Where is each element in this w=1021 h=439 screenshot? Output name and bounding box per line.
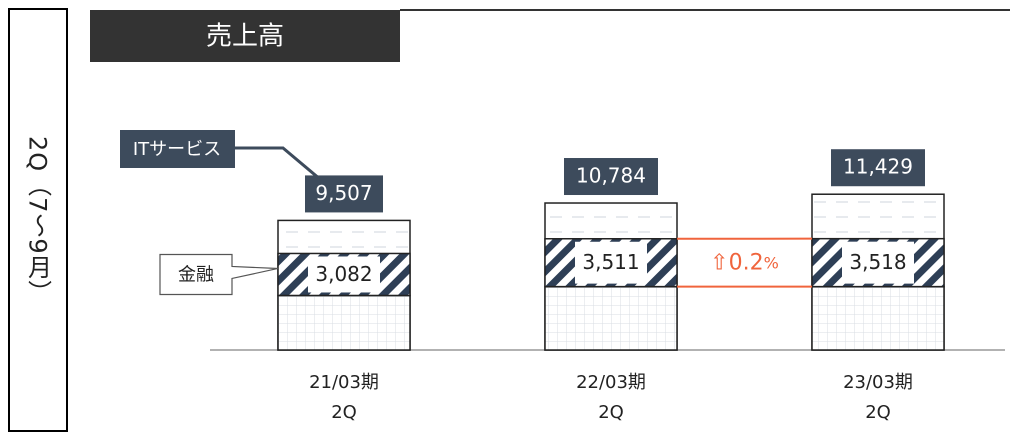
finance-label-bg xyxy=(842,241,914,284)
total-label-bg xyxy=(305,175,383,213)
title-bar xyxy=(90,10,400,62)
finance-callout xyxy=(159,253,279,296)
x-tick-label: 2Q xyxy=(865,402,891,423)
x-tick-label: 21/03期 xyxy=(309,372,379,393)
finance-value-label: 3,082 xyxy=(315,262,372,286)
it-callout-bg xyxy=(120,130,235,168)
it-callout-line xyxy=(235,146,319,179)
finance-label-bg xyxy=(575,241,647,284)
x-tick-label: 2Q xyxy=(598,402,624,423)
growth-value: 0.2 xyxy=(729,251,764,276)
finance-callout-label: 金融 xyxy=(178,264,214,285)
total-value-label: 10,784 xyxy=(576,164,646,188)
chart-title: 売上高 xyxy=(206,22,284,52)
growth-arrow: ⇧ xyxy=(710,251,728,276)
x-tick-label: 23/03期 xyxy=(843,372,913,393)
segment-base xyxy=(544,285,678,351)
segment-base xyxy=(811,285,945,351)
segment-base xyxy=(277,294,411,351)
growth-label: ⇧0.2% xyxy=(710,251,779,276)
finance-value-label: 3,511 xyxy=(582,250,639,274)
total-label-bg xyxy=(831,149,925,187)
total-value-label: 9,507 xyxy=(315,181,372,205)
finance-label-bg xyxy=(308,256,380,293)
total-label-bg xyxy=(564,158,658,196)
x-tick-label: 2Q xyxy=(331,402,357,423)
x-tick-label: 22/03期 xyxy=(576,372,646,393)
growth-unit: % xyxy=(764,253,779,272)
finance-value-label: 3,518 xyxy=(849,250,906,274)
period-box: 2Q（7～9月） xyxy=(8,8,68,432)
period-label: 2Q（7～9月） xyxy=(23,135,52,305)
it-callout-label: ITサービス xyxy=(133,139,221,160)
total-value-label: 11,429 xyxy=(843,155,913,179)
